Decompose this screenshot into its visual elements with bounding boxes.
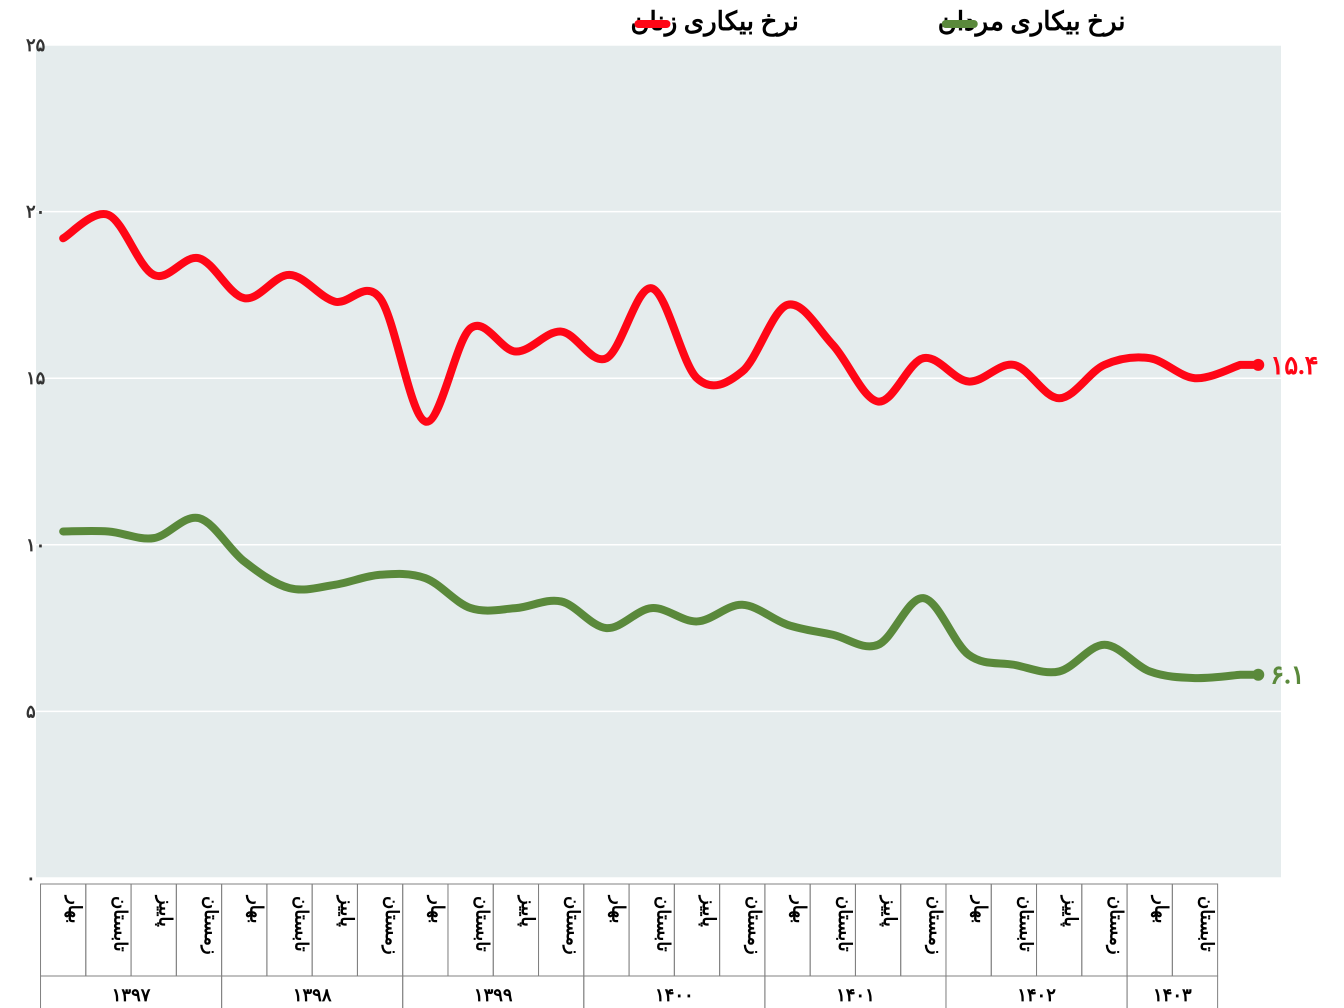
svg-text:۱۴۰۳: ۱۴۰۳ — [1153, 985, 1192, 1005]
svg-text:۶.۱: ۶.۱ — [1270, 661, 1304, 690]
svg-text:زمستان: زمستان — [562, 896, 583, 955]
svg-text:تابستان: تابستان — [292, 896, 312, 952]
svg-text:زمستان: زمستان — [1105, 896, 1126, 955]
svg-text:۱۴۰۱: ۱۴۰۱ — [836, 985, 875, 1005]
svg-text:بهار: بهار — [64, 894, 85, 923]
svg-text:۲۰: ۲۰ — [26, 202, 45, 222]
svg-text:تابستان: تابستان — [835, 896, 855, 952]
svg-text:۱۴۰۲: ۱۴۰۲ — [1017, 985, 1056, 1005]
svg-text:بهار: بهار — [1151, 894, 1172, 923]
svg-text:۱۰: ۱۰ — [26, 535, 45, 555]
svg-text:بهار: بهار — [607, 894, 628, 923]
svg-text:زمستان: زمستان — [743, 896, 764, 955]
svg-text:۱۳۹۹: ۱۳۹۹ — [474, 985, 513, 1005]
svg-text:بهار: بهار — [789, 894, 810, 923]
svg-text:پاییز: پاییز — [879, 894, 900, 927]
svg-text:پاییز: پاییز — [336, 894, 357, 927]
svg-text:۲۵: ۲۵ — [26, 35, 46, 55]
svg-text:پاییز: پاییز — [698, 894, 719, 927]
svg-text:۱۳۹۷: ۱۳۹۷ — [112, 985, 151, 1005]
svg-text:۰: ۰ — [26, 868, 36, 888]
svg-text:زمستان: زمستان — [381, 896, 402, 955]
svg-text:تابستان: تابستان — [1016, 896, 1036, 952]
svg-text:تابستان: تابستان — [654, 896, 674, 952]
svg-text:پاییز: پاییز — [517, 894, 538, 927]
svg-text:تابستان: تابستان — [1197, 896, 1217, 952]
svg-text:بهار: بهار — [426, 894, 447, 923]
svg-text:۱۵.۴: ۱۵.۴ — [1270, 351, 1318, 380]
svg-text:زمستان: زمستان — [200, 896, 221, 955]
svg-text:۱۳۹۸: ۱۳۹۸ — [293, 985, 332, 1005]
svg-text:پاییز: پاییز — [1060, 894, 1081, 927]
svg-text:بهار: بهار — [970, 894, 991, 923]
svg-text:۵: ۵ — [26, 701, 36, 721]
svg-text:۱۵: ۱۵ — [26, 368, 46, 388]
svg-text:بهار: بهار — [245, 894, 266, 923]
svg-text:تابستان: تابستان — [473, 896, 493, 952]
svg-text:۱۴۰۰: ۱۴۰۰ — [655, 985, 694, 1005]
svg-text:زمستان: زمستان — [924, 896, 945, 955]
svg-text:پاییز: پاییز — [155, 894, 176, 927]
svg-text:تابستان: تابستان — [110, 896, 130, 952]
unemployment-rate-chart: ۰ ۵ ۱۰ ۱۵ ۲۰ ۲۵ بهار تابستان پاییز زمستان ۱۳۹۷ بهار… — [0, 0, 1344, 1008]
